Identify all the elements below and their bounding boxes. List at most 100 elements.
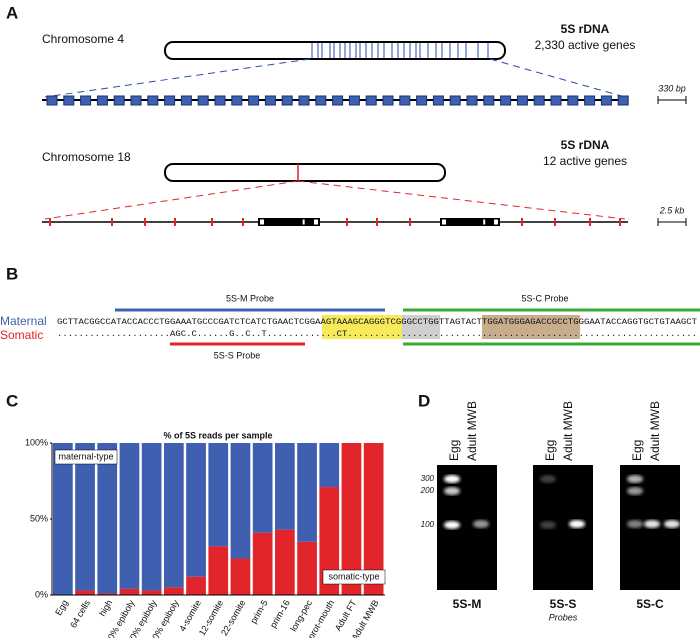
gene [96, 95, 108, 106]
repeat-gap [442, 219, 446, 225]
marker-label: 100 [421, 520, 435, 529]
zoom-line [44, 58, 311, 98]
gene [382, 95, 394, 106]
repeat-gap [494, 219, 498, 225]
gene [365, 95, 377, 106]
sequence: .....................AGC.C......G..C..T.… [57, 330, 697, 339]
bar-segment [363, 443, 384, 595]
caption: Probes [549, 612, 578, 622]
gene [600, 95, 612, 106]
bar-segment [97, 443, 118, 594]
panel-label: D [418, 391, 430, 410]
zoom-line [297, 180, 626, 220]
gel-band [540, 475, 556, 483]
bar-segment [164, 443, 184, 588]
bar-segment [97, 593, 118, 595]
gene [63, 95, 75, 106]
gene [264, 95, 276, 106]
gene [248, 95, 260, 106]
bar-segment [341, 443, 362, 595]
zoom-line [44, 180, 299, 220]
bar-segment [230, 558, 251, 595]
bar-segment [119, 588, 140, 595]
gel-label: 5S-M [453, 597, 482, 611]
x-tick-label: 64 cells [68, 598, 92, 630]
gene [432, 95, 444, 106]
highlight [402, 315, 440, 339]
row-label: Maternal [0, 314, 47, 328]
scale-label: 2.5 kb [659, 205, 685, 215]
bar-segment [53, 443, 73, 595]
x-tick-label: prim-5 [248, 598, 269, 625]
highlight [482, 315, 580, 339]
bar-segment [186, 443, 206, 577]
zoom-line [489, 58, 626, 98]
gene [348, 95, 360, 106]
gene-cluster [311, 43, 489, 58]
repeat-block [440, 218, 500, 226]
gel-band [569, 520, 585, 528]
gel-label: 5S-C [636, 597, 664, 611]
gene [584, 95, 596, 106]
lane-label: Adult MWB [648, 401, 662, 461]
gene [567, 95, 579, 106]
sequence: GCTTACGGCCATACCACCCTGGAAATGCCCGATCTCATCT… [57, 318, 697, 327]
locus: 5S rDNA [561, 138, 610, 152]
bar-segment [252, 532, 273, 595]
lane-label: Egg [630, 440, 644, 461]
legend-box [54, 449, 118, 465]
legend-box [322, 569, 386, 585]
gene [164, 95, 176, 106]
genes: 12 active genes [543, 154, 627, 168]
y-tick-label: 100% [25, 437, 48, 447]
gene [516, 95, 528, 106]
bar-segment [230, 443, 251, 559]
lane-label: Egg [447, 440, 461, 461]
repeat-gap [483, 219, 486, 225]
bar-segment [319, 487, 340, 595]
gene [231, 95, 243, 106]
bar-segment [164, 587, 184, 595]
x-tick-label: Egg [53, 598, 70, 617]
x-tick-label: high [97, 598, 114, 618]
gene [416, 95, 428, 106]
probe-label: 5S-M Probe [226, 293, 274, 303]
gel-band [627, 475, 643, 483]
gene [500, 95, 512, 106]
scale-label: 330 bp [658, 83, 686, 93]
gel-band [540, 521, 556, 529]
lane-label: Egg [543, 440, 557, 461]
gene [80, 95, 92, 106]
locus: 5S rDNA [561, 22, 610, 36]
bar-segment [75, 590, 95, 595]
probe-label: 5S-S Probe [214, 350, 261, 360]
gel-band [444, 521, 460, 529]
chromosome-name: Chromosome 4 [42, 32, 124, 46]
gene [533, 95, 545, 106]
gene [180, 95, 192, 106]
repeat-gap [302, 219, 305, 225]
bar-segment [141, 590, 162, 595]
bar-segment [75, 443, 95, 591]
gene [483, 95, 495, 106]
gene [113, 95, 125, 106]
gene [449, 95, 461, 106]
gene [617, 95, 629, 106]
bar-segment [297, 541, 317, 595]
bar-segment [252, 443, 273, 533]
gene [466, 95, 478, 106]
repeat-block [258, 218, 320, 226]
gene [399, 95, 411, 106]
x-tick-label: prim-16 [268, 598, 292, 629]
y-tick-label: 50% [30, 513, 48, 523]
bar-segment [275, 443, 295, 530]
gel-band [473, 520, 489, 528]
marker-label: 200 [420, 486, 435, 495]
panel-label: C [6, 391, 18, 410]
gene [298, 95, 310, 106]
gel-band [644, 520, 660, 528]
legend-label: somatic-type [328, 571, 379, 581]
gel-label: 5S-S [550, 597, 577, 611]
repeat-gap [314, 219, 318, 225]
